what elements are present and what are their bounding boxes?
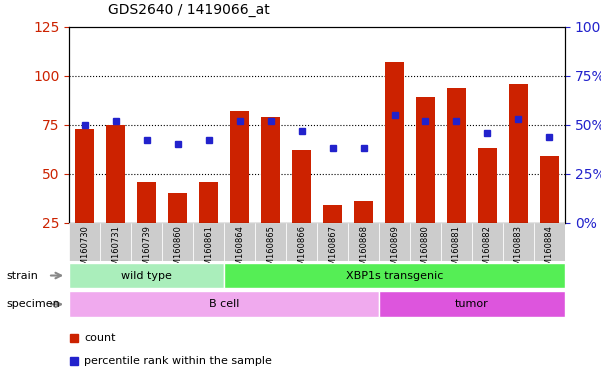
Text: GSM160865: GSM160865 (266, 225, 275, 275)
Text: GSM160869: GSM160869 (390, 225, 399, 275)
Bar (69, 291, 379, 317)
Bar (509, 84, 528, 223)
Text: specimen: specimen (6, 299, 59, 310)
Bar (379, 223, 410, 261)
Bar (286, 223, 317, 261)
Bar (472, 223, 503, 261)
Bar (69, 223, 100, 261)
Bar (131, 223, 162, 261)
Bar (385, 62, 404, 223)
Text: GSM160868: GSM160868 (359, 225, 368, 276)
Text: GSM160860: GSM160860 (173, 225, 182, 275)
Text: tumor: tumor (455, 299, 489, 310)
Bar (224, 263, 565, 288)
Bar (230, 111, 249, 223)
Bar (354, 201, 373, 223)
Text: GSM160861: GSM160861 (204, 225, 213, 275)
Text: GDS2640 / 1419066_at: GDS2640 / 1419066_at (108, 3, 270, 17)
Bar (69, 263, 224, 288)
Bar (224, 223, 255, 261)
Text: GSM160883: GSM160883 (514, 225, 523, 276)
Bar (162, 223, 193, 261)
Text: XBP1s transgenic: XBP1s transgenic (346, 270, 443, 281)
Bar (168, 194, 187, 223)
Text: GSM160881: GSM160881 (452, 225, 461, 275)
Bar (410, 223, 441, 261)
Bar (348, 223, 379, 261)
Bar (323, 205, 342, 223)
Bar (416, 98, 435, 223)
Text: strain: strain (6, 270, 38, 281)
Bar (255, 223, 286, 261)
Bar (447, 88, 466, 223)
Bar (106, 125, 125, 223)
Text: B cell: B cell (209, 299, 239, 310)
Bar (292, 150, 311, 223)
Bar (200, 182, 218, 223)
Text: GSM160880: GSM160880 (421, 225, 430, 275)
Bar (534, 223, 565, 261)
Bar (379, 291, 565, 317)
Text: GSM160884: GSM160884 (545, 225, 554, 275)
Bar (478, 148, 497, 223)
Text: count: count (84, 333, 115, 343)
Bar (137, 182, 156, 223)
Text: GSM160730: GSM160730 (80, 225, 89, 275)
Bar (193, 223, 224, 261)
Bar (100, 223, 131, 261)
Text: GSM160739: GSM160739 (142, 225, 151, 275)
Bar (261, 117, 280, 223)
Text: GSM160866: GSM160866 (297, 225, 306, 276)
Bar (503, 223, 534, 261)
Bar (441, 223, 472, 261)
Text: GSM160731: GSM160731 (111, 225, 120, 275)
Bar (75, 129, 94, 223)
Text: GSM160864: GSM160864 (235, 225, 244, 275)
Bar (540, 156, 559, 223)
Bar (317, 223, 348, 261)
Text: GSM160867: GSM160867 (328, 225, 337, 276)
Text: wild type: wild type (121, 270, 172, 281)
Text: percentile rank within the sample: percentile rank within the sample (84, 356, 272, 366)
Text: GSM160882: GSM160882 (483, 225, 492, 275)
